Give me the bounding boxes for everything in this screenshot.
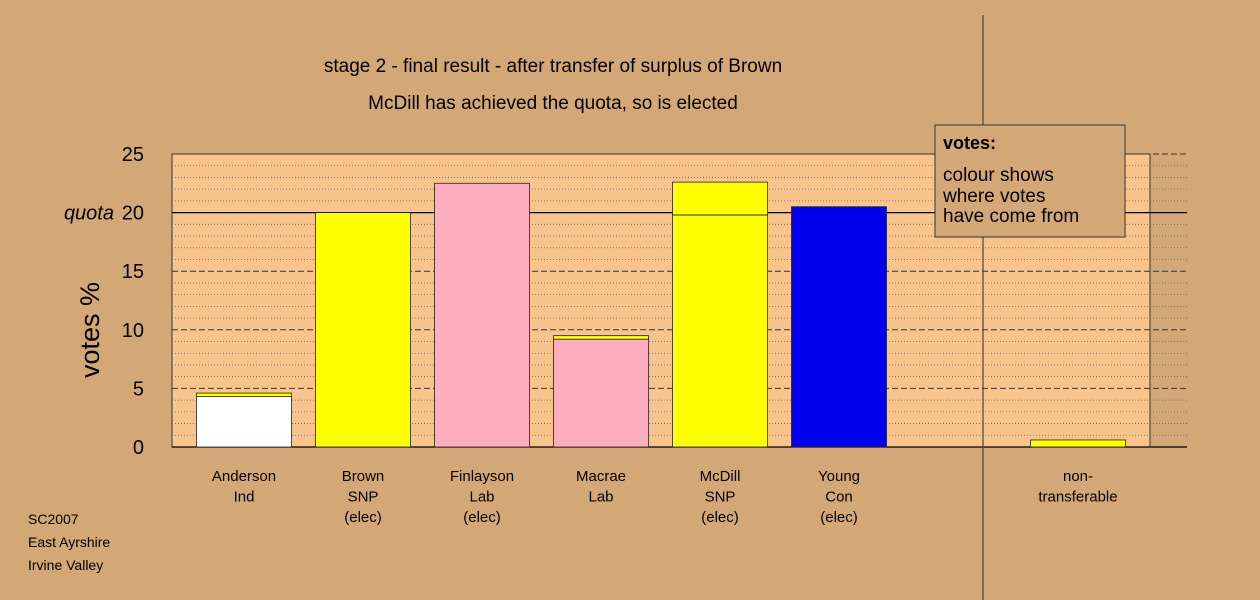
legend-box: votes: colour shows where votes have com… xyxy=(934,124,1126,238)
x-tick-label: Lab xyxy=(588,489,613,506)
x-tick-label: Ind xyxy=(234,489,255,506)
x-tick-label: (elec) xyxy=(701,509,739,526)
footer-line-3: Irvine Valley xyxy=(28,557,103,573)
x-tick-label: Macrae xyxy=(576,468,626,485)
bar-segment xyxy=(791,206,887,448)
x-tick-label: Lab xyxy=(469,489,494,506)
footer-line-1: SC2007 xyxy=(28,511,79,527)
quota-label: quota xyxy=(64,203,114,225)
x-tick-label: Brown xyxy=(342,468,385,485)
y-axis-label: votes % xyxy=(75,282,105,378)
y-tick-label: 15 xyxy=(122,261,144,283)
legend-title: votes: xyxy=(943,133,996,153)
x-tick-label: Anderson xyxy=(212,468,276,485)
y-tick-label: 5 xyxy=(133,378,144,400)
y-tick-label: 0 xyxy=(133,437,144,459)
bar-segment xyxy=(196,396,292,448)
x-tick-label: Con xyxy=(825,489,853,506)
chart-title-line1: stage 2 - final result - after transfer … xyxy=(324,56,782,77)
bar-segment xyxy=(553,335,649,340)
footer-line-2: East Ayrshire xyxy=(28,534,110,550)
y-tick-label: 25 xyxy=(122,144,144,166)
legend-line-2: where votes xyxy=(942,186,1045,207)
x-tick-label: Finlayson xyxy=(450,468,514,485)
bar-segment xyxy=(315,212,411,448)
bar-segment xyxy=(1030,439,1126,448)
x-tick-label: (elec) xyxy=(820,509,858,526)
x-tick-label: McDill xyxy=(700,468,741,485)
bar-segment xyxy=(196,392,292,398)
x-tick-label: (elec) xyxy=(463,509,501,526)
bar-segment xyxy=(553,338,649,448)
x-tick-label: SNP xyxy=(348,489,379,506)
legend-line-3: have come from xyxy=(943,206,1079,227)
legend-line-1: colour shows xyxy=(943,165,1054,186)
bar-segment xyxy=(672,181,768,216)
x-tick-label: non- xyxy=(1063,468,1093,485)
bar-segment xyxy=(434,182,530,448)
y-tick-label: 10 xyxy=(122,320,144,342)
x-tick-label: SNP xyxy=(705,489,736,506)
y-tick-label: 20 xyxy=(122,203,144,225)
bar-segment xyxy=(672,214,768,448)
chart-title-line2: McDill has achieved the quota, so is ele… xyxy=(368,93,738,114)
x-tick-label: Young xyxy=(818,468,860,485)
x-tick-label: (elec) xyxy=(344,509,382,526)
x-tick-label: transferable xyxy=(1038,489,1117,506)
